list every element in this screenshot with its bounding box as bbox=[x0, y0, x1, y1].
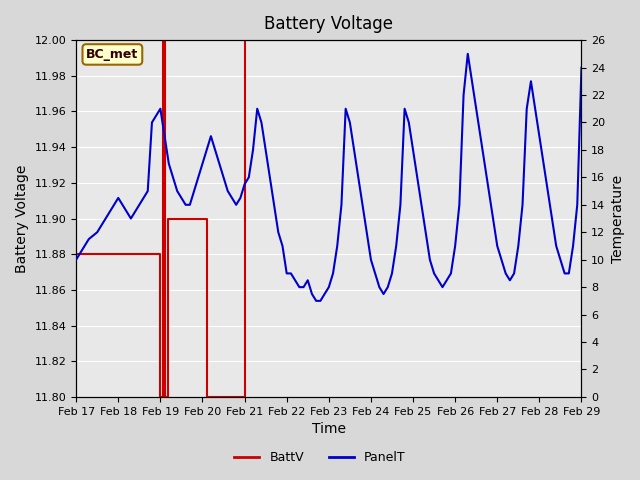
Y-axis label: Battery Voltage: Battery Voltage bbox=[15, 164, 29, 273]
Y-axis label: Temperature: Temperature bbox=[611, 174, 625, 263]
Legend: BattV, PanelT: BattV, PanelT bbox=[229, 446, 411, 469]
Text: BC_met: BC_met bbox=[86, 48, 138, 61]
X-axis label: Time: Time bbox=[312, 422, 346, 436]
Title: Battery Voltage: Battery Voltage bbox=[264, 15, 394, 33]
